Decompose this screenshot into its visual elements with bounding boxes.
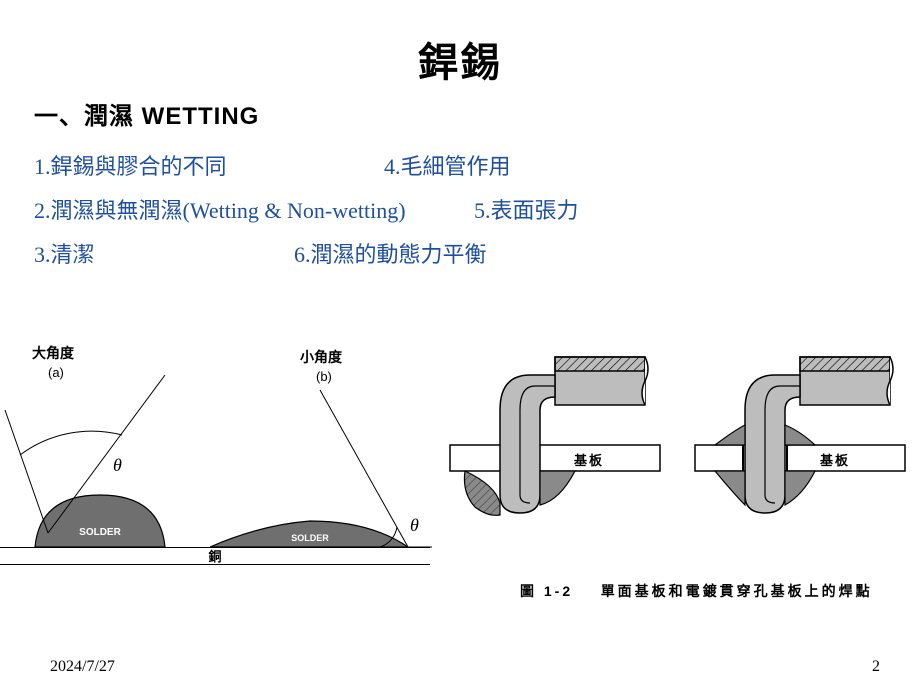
baseplate-left (450, 445, 660, 471)
label-small-angle: 小角度 (300, 347, 342, 367)
joint-left-group (450, 357, 660, 515)
component-hatch-left (555, 357, 645, 371)
figure-wetting-angle: SOLDER SOLDER 大角度 (a) 小角度 (b) θ θ 銅 (0, 335, 440, 605)
fillet-right-top-a (715, 425, 745, 445)
caption-prefix: 圖 1-2 (520, 583, 573, 599)
figures-row: SOLDER SOLDER 大角度 (a) 小角度 (b) θ θ 銅 (0, 335, 920, 615)
copper-bar: 銅 (0, 547, 430, 565)
caption-text: 單面基板和電鍍貫穿孔基板上的焊點 (601, 583, 873, 599)
point-3: 3.清潔 (34, 233, 294, 277)
figure-caption: 圖 1-2 單面基板和電鍍貫穿孔基板上的焊點 (520, 581, 873, 601)
slide: 銲錫 一、潤濕 WETTING 1.銲錫與膠合的不同 4.毛細管作用 2.潤濕與… (0, 0, 920, 690)
baseplate-label-left: 基板 (574, 450, 604, 469)
solder-label-b: SOLDER (291, 533, 329, 543)
point-4: 4.毛細管作用 (384, 145, 511, 189)
figure-solder-joints: 基板 基板 圖 1-2 單面基板和電鍍貫穿孔基板上的焊點 (440, 335, 920, 615)
copper-label: 銅 (208, 549, 221, 564)
point-6: 6.潤濕的動態力平衡 (294, 233, 487, 277)
footer-date: 2024/7/27 (50, 658, 115, 676)
point-2: 2.潤濕與無潤濕(Wetting & Non-wetting) (34, 189, 474, 233)
point-1: 1.銲錫與膠合的不同 (34, 145, 384, 189)
label-large-angle: 大角度 (32, 343, 74, 363)
fillet-right-top-b (785, 425, 815, 445)
footer-page: 2 (872, 658, 880, 676)
fillet-left-b (540, 471, 575, 505)
sub-a: (a) (48, 365, 64, 380)
theta-arc-large (20, 431, 122, 455)
point-5: 5.表面張力 (474, 189, 579, 233)
page-title: 銲錫 (30, 30, 890, 88)
component-hatch-right (800, 357, 890, 371)
solder-blob-large (35, 495, 165, 547)
fillet-right-bot-a (715, 471, 745, 505)
joint-right-group (695, 357, 905, 513)
sub-b: (b) (316, 369, 332, 384)
fillet-right-bot-b (785, 471, 815, 505)
fillet-left-a-hatch (464, 471, 500, 515)
theta-small: θ (410, 515, 419, 536)
points-list: 1.銲錫與膠合的不同 4.毛細管作用 2.潤濕與無潤濕(Wetting & No… (34, 145, 890, 277)
baseplate-right (695, 445, 905, 471)
angle-line-a1 (5, 410, 48, 533)
solder-label-a: SOLDER (79, 527, 121, 538)
baseplate-label-right: 基板 (820, 450, 850, 469)
section-heading: 一、潤濕 WETTING (34, 96, 890, 131)
theta-large: θ (113, 455, 122, 476)
slide-footer: 2024/7/27 2 (0, 658, 920, 676)
